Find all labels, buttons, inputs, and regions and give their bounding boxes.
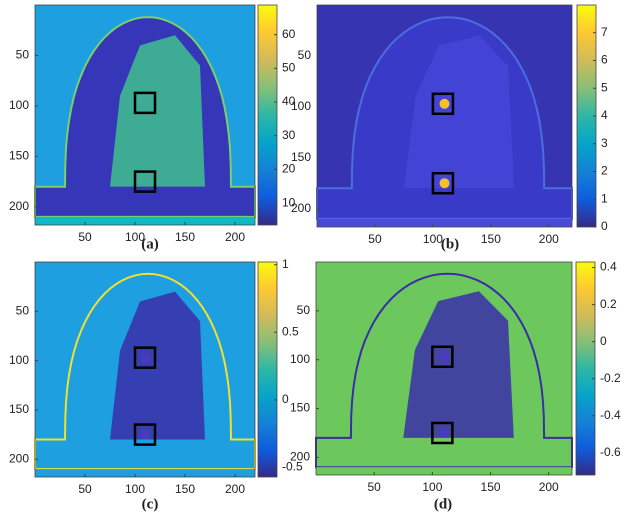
colorbar-tick-label: 6 (601, 53, 608, 67)
panel-label: (a) (141, 236, 159, 252)
colorbar-tick-label: 0 (601, 219, 608, 233)
tissue-region (110, 291, 205, 440)
axes-frame (316, 4, 573, 228)
x-tick-label: 100 (423, 232, 443, 246)
colorbar-tick-label: 2 (601, 164, 608, 178)
x-tick-label: 200 (225, 230, 245, 244)
x-tick-label: 50 (368, 232, 382, 246)
bottom-strip (35, 469, 255, 477)
tissue-region (110, 35, 205, 187)
y-tick-label: 50 (16, 48, 30, 62)
colorbar-tick-label: 3 (601, 136, 608, 150)
x-tick-label: 50 (368, 480, 382, 494)
colorbar-tick-label: 7 (601, 25, 608, 39)
bottom-strip (316, 467, 572, 475)
bottom-strip (317, 218, 572, 227)
colorbar (575, 261, 596, 476)
y-tick-label: 200 (9, 451, 29, 465)
y-tick-label: 50 (297, 303, 311, 317)
y-tick-label: 150 (290, 401, 310, 415)
axes-frame (34, 4, 256, 226)
x-tick-label: 100 (125, 230, 145, 244)
x-tick-label: 150 (481, 480, 501, 494)
x-tick-label: 100 (422, 480, 442, 494)
colorbar-tick-label: -0.4 (600, 408, 621, 422)
panel-label: (b) (441, 236, 459, 252)
colorbar-tick-label: 30 (282, 128, 296, 142)
target (439, 178, 450, 189)
x-tick-label: 50 (78, 230, 92, 244)
colorbar-tick-label: -0.6 (600, 445, 621, 459)
colorbar-tick-label: 60 (282, 27, 296, 41)
axes-frame (315, 261, 573, 476)
colorbar-tick-label: 1 (601, 191, 608, 205)
bottom-strip (35, 216, 255, 225)
target (439, 351, 449, 362)
target (439, 427, 449, 438)
colorbar-tick-label: 5 (601, 80, 608, 94)
y-tick-label: 200 (9, 199, 29, 213)
axes-frame (34, 261, 256, 478)
y-tick-label: 100 (9, 353, 29, 367)
y-tick-label: 150 (9, 149, 29, 163)
roi-box (133, 423, 157, 446)
roi-box (431, 92, 455, 116)
tissue-region (403, 35, 515, 189)
colorbar-tick-label: 40 (282, 94, 296, 108)
roi-box (431, 171, 455, 195)
roi-box (133, 170, 157, 193)
colorbar-tick-label: 4 (601, 108, 608, 122)
y-tick-label: 100 (290, 352, 310, 366)
panel-label: (c) (142, 496, 159, 512)
y-tick-label: 50 (298, 48, 312, 62)
x-tick-label: 200 (225, 482, 245, 496)
roi-box (431, 345, 454, 369)
target (140, 429, 150, 440)
colorbar-tick-label: 0.5 (282, 324, 299, 338)
panel-label: (d) (434, 496, 452, 512)
colorbar (257, 261, 278, 478)
target (140, 352, 150, 363)
colorbar-tick-label: 1 (282, 257, 289, 271)
roi-box (133, 346, 157, 369)
colorbar-tick-label: 0 (600, 334, 607, 348)
tissue-region (403, 291, 514, 438)
x-tick-label: 150 (481, 232, 501, 246)
target (439, 98, 450, 109)
x-tick-label: 150 (175, 230, 195, 244)
y-tick-label: 50 (16, 303, 30, 317)
y-tick-label: 200 (290, 450, 310, 464)
colorbar-tick-label: -0.5 (282, 460, 303, 474)
y-tick-label: 150 (291, 150, 311, 164)
roi-box (133, 91, 157, 115)
y-tick-label: 200 (291, 201, 311, 215)
x-tick-label: 150 (175, 482, 195, 496)
colorbar-tick-label: 50 (282, 61, 296, 75)
x-tick-label: 100 (125, 482, 145, 496)
x-tick-label: 200 (539, 232, 559, 246)
y-tick-label: 100 (9, 98, 29, 112)
colorbar-tick-label: 0.2 (600, 297, 617, 311)
x-tick-label: 50 (78, 482, 92, 496)
colorbar-tick-label: 0 (282, 392, 289, 406)
roi-box (431, 421, 454, 445)
y-tick-label: 100 (291, 99, 311, 113)
colorbar-tick-label: 10 (282, 195, 296, 209)
colorbar-tick-label: 20 (282, 162, 296, 176)
colorbar (257, 4, 278, 226)
y-tick-label: 150 (9, 402, 29, 416)
colorbar-tick-label: 0.4 (600, 260, 617, 274)
x-tick-label: 200 (539, 480, 559, 494)
colorbar-tick-label: -0.2 (600, 371, 621, 385)
